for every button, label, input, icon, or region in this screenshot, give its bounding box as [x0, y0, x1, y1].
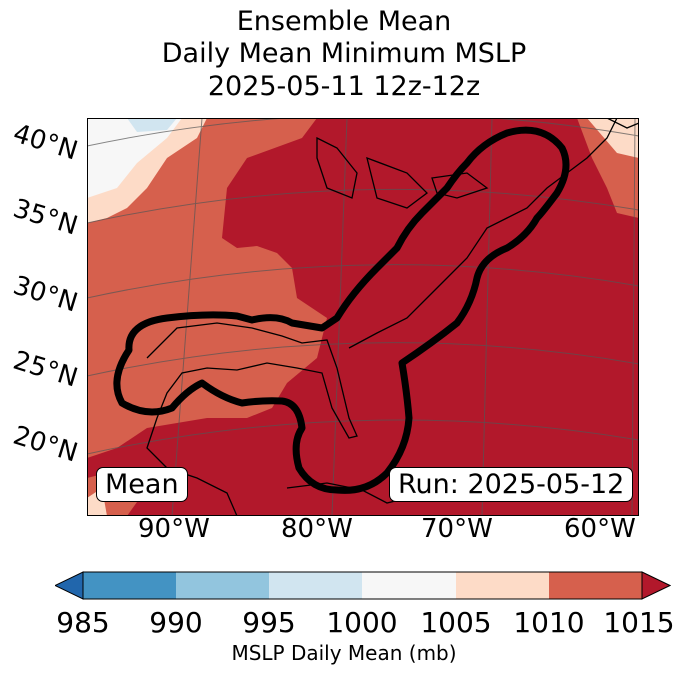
colorbar-tick-1000: 1000	[326, 606, 398, 639]
colorbar-bin-995-1000	[269, 572, 362, 599]
colorbar-extend-high	[641, 571, 671, 600]
colorbar-tick-1005: 1005	[420, 606, 492, 639]
colorbar-bin-1010-1015	[549, 572, 642, 599]
msl-contour	[113, 126, 570, 494]
field-1005-1010-north	[87, 118, 327, 458]
title-line-2: Daily Mean Minimum MSLP	[161, 38, 527, 69]
lat-label-40: 40°N	[9, 118, 82, 167]
title-line-1: Ensemble Mean	[236, 6, 452, 37]
lat-label-25: 25°N	[9, 345, 82, 394]
title-line-3: 2025-05-11 12z-12z	[207, 71, 481, 102]
colorbar	[55, 571, 671, 600]
colorbar-tick-1015: 1015	[603, 606, 675, 639]
lon-label-90: 90°W	[138, 514, 210, 544]
colorbar-extend-low	[55, 571, 84, 600]
colorbar-tick-995: 995	[242, 606, 296, 639]
lat-label-35: 35°N	[9, 193, 82, 242]
colorbar-tick-985: 985	[56, 606, 110, 639]
map-panel	[87, 118, 639, 516]
field-990-995	[127, 118, 177, 132]
lon-label-60: 60°W	[564, 514, 636, 544]
run-date-box: Run: 2025-05-12	[389, 467, 634, 502]
colorbar-label: MSLP Daily Mean (mb)	[231, 641, 457, 665]
colorbar-bin-1005-1010	[456, 572, 549, 599]
lat-label-20: 20°N	[9, 420, 82, 469]
colorbar-bin-1000-1005	[362, 572, 456, 599]
graticule	[87, 118, 639, 516]
lon-label-80: 80°W	[281, 514, 353, 544]
lon-label-70: 70°W	[421, 514, 493, 544]
colorbar-tick-990: 990	[149, 606, 203, 639]
colorbar-bin-985-990	[83, 572, 176, 599]
mean-label-box: Mean	[96, 467, 188, 502]
colorbar-bin-990-995	[176, 572, 269, 599]
field-995-1000	[87, 118, 182, 198]
colorbar-tick-1010: 1010	[513, 606, 585, 639]
lat-label-30: 30°N	[9, 270, 82, 319]
